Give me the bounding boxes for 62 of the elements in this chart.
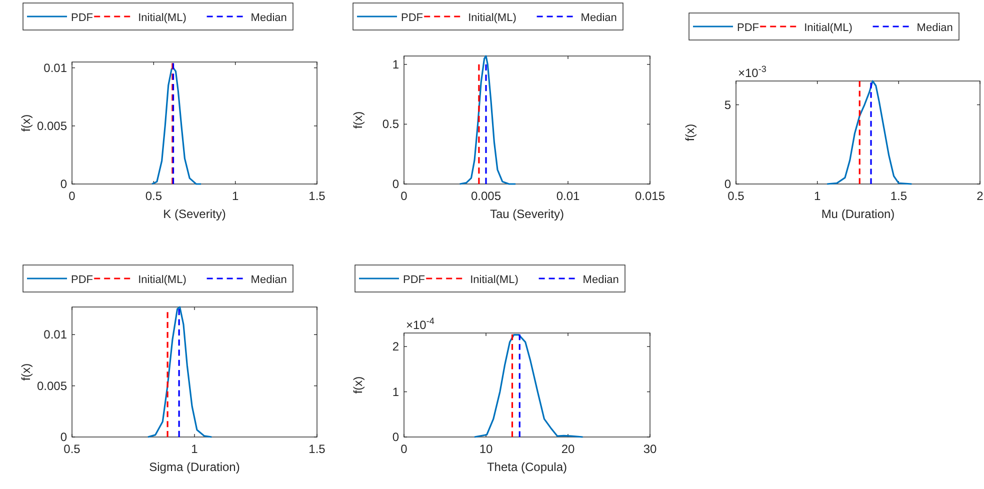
legend-label: Initial(ML) xyxy=(804,22,852,34)
legend-label: PDF xyxy=(403,274,426,286)
x-axis-title: K (Severity) xyxy=(163,207,226,221)
x-tick-label: 30 xyxy=(643,442,657,456)
x-axis-title: Sigma (Duration) xyxy=(149,460,240,474)
legend-label: Median xyxy=(250,12,287,24)
legend-label: Median xyxy=(916,22,953,34)
x-tick-label: 0.005 xyxy=(470,189,502,203)
y-tick-label: 0.01 xyxy=(44,60,68,75)
x-axis-title: Mu (Duration) xyxy=(821,207,895,221)
line-series xyxy=(458,55,516,185)
y-axis-title: f(x) xyxy=(351,376,365,394)
x-tick-label: 20 xyxy=(561,442,575,456)
x-tick-label: 1.5 xyxy=(890,189,908,203)
x-tick-label: 0.015 xyxy=(634,189,666,203)
y-tick-label: 0.005 xyxy=(36,118,68,133)
y-tick-label: 0.005 xyxy=(36,378,68,393)
line-series xyxy=(151,67,202,185)
x-tick-label: 1.5 xyxy=(308,442,326,456)
x-tick-label: 1 xyxy=(191,442,198,456)
x-tick-label: 0.01 xyxy=(556,189,580,203)
legend-label: Median xyxy=(580,12,617,24)
y-tick-label: 0.5 xyxy=(382,117,400,132)
x-tick-label: 0 xyxy=(400,189,408,203)
x-axis-title: Theta (Copula) xyxy=(486,460,568,474)
line-series xyxy=(826,80,912,185)
x-tick-label: 2 xyxy=(976,189,984,203)
legend-label: Initial(ML) xyxy=(138,12,186,24)
y-tick-label: 0 xyxy=(392,430,400,444)
x-tick-label: 0 xyxy=(400,442,408,456)
x-tick-label: 0 xyxy=(68,189,76,203)
legend-label: Initial(ML) xyxy=(468,12,516,24)
y-tick-label: 2 xyxy=(392,340,400,354)
x-tick-label: 1.5 xyxy=(308,189,326,203)
legend-label: Initial(ML) xyxy=(138,274,186,286)
y-tick-label: 0 xyxy=(60,430,68,444)
y-tick-label: 0 xyxy=(392,177,400,191)
y-tick-label: 5 xyxy=(724,98,732,112)
y-tick-label: 1 xyxy=(392,57,400,72)
line-series xyxy=(147,306,212,438)
text: ×10$^{-3}$ xyxy=(738,64,766,80)
y-axis-title: f(x) xyxy=(19,363,33,381)
y-tick-label: 0.01 xyxy=(44,328,68,342)
y-axis-title: f(x) xyxy=(351,111,365,129)
text: ×10$^{-4}$ xyxy=(406,316,434,332)
y-axis-title: f(x) xyxy=(683,124,697,142)
legend-label: PDF xyxy=(71,274,94,286)
x-tick-label: 10 xyxy=(479,442,493,456)
legend-label: Median xyxy=(582,274,619,286)
y-tick-label: 1 xyxy=(392,384,400,399)
legend-label: PDF xyxy=(71,12,94,24)
legend-label: Median xyxy=(250,274,287,286)
x-tick-label: 1 xyxy=(814,189,821,203)
x-tick-label: 1 xyxy=(232,189,239,203)
y-axis-title: f(x) xyxy=(19,114,33,132)
legend-label: Initial(ML) xyxy=(470,274,518,286)
line-series xyxy=(474,334,584,438)
x-tick-label: 0.5 xyxy=(145,189,162,203)
y-tick-label: 0 xyxy=(60,177,68,191)
legend-label: PDF xyxy=(401,12,424,24)
x-axis-title: Tau (Severity) xyxy=(490,207,564,221)
legend-label: PDF xyxy=(737,22,760,34)
